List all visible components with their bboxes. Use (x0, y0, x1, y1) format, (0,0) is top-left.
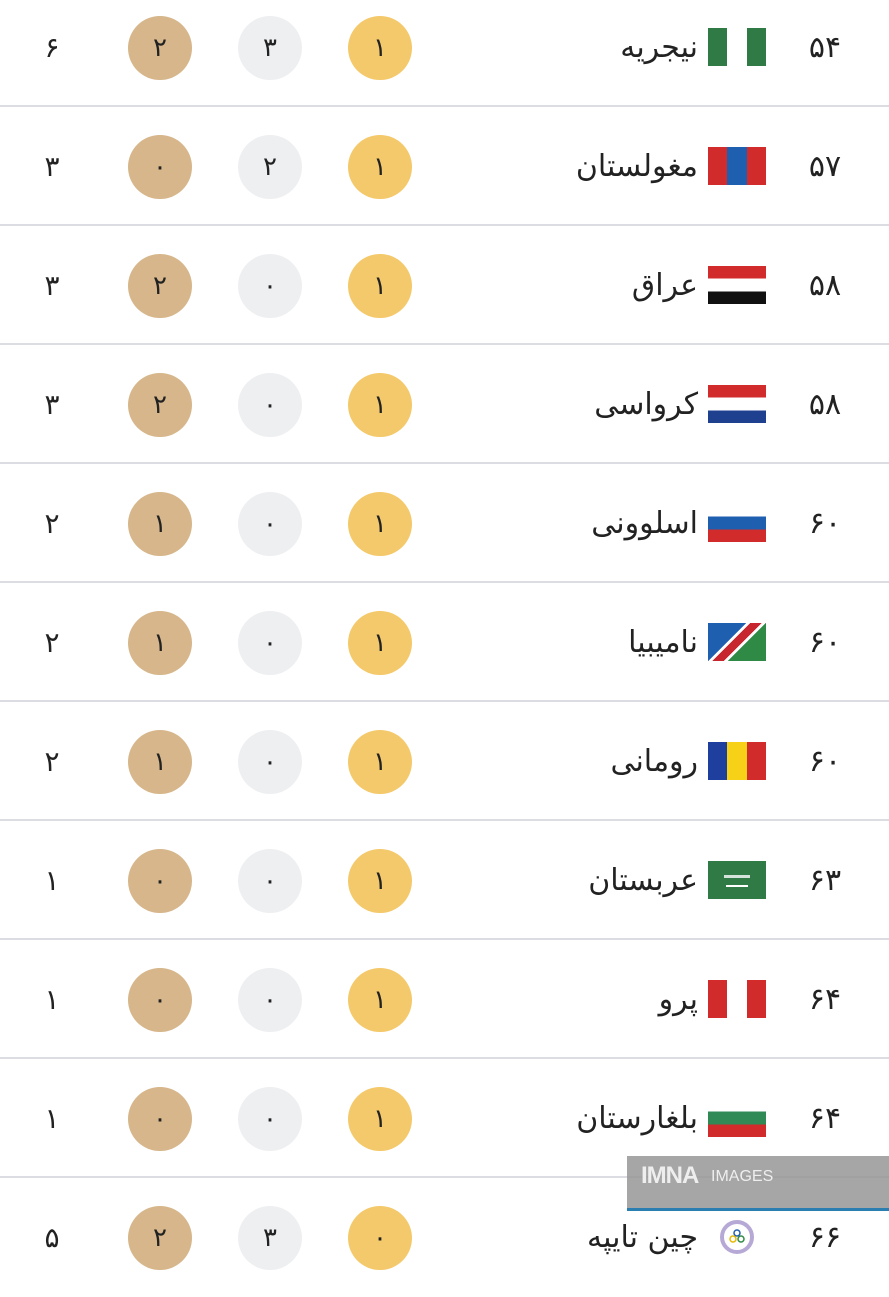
gold-count: ۱ (348, 968, 412, 1032)
rank: ۶۳ (808, 863, 842, 898)
silver-count: ۰ (238, 254, 302, 318)
silver-count: ۰ (238, 730, 302, 794)
bronze-count: ۱ (128, 492, 192, 556)
bronze-count: ۰ (128, 135, 192, 199)
bronze-count: ۲ (128, 373, 192, 437)
bronze-count: ۲ (128, 16, 192, 80)
country-name[interactable]: بلغارستان (576, 1101, 698, 1136)
saudi-arabia-flag-icon (708, 861, 766, 899)
chinese-taipei-flag-icon (708, 1218, 766, 1256)
rank: ۶۴ (808, 1101, 842, 1136)
silver-count: ۳ (238, 16, 302, 80)
gold-count: ۱ (348, 16, 412, 80)
table-row: ۵۷ مغولستان ۱ ۲ ۰ ۳ (0, 107, 889, 226)
rank: ۶۶ (808, 1220, 842, 1255)
total-count: ۶ (44, 31, 60, 64)
gold-count: ۱ (348, 611, 412, 675)
gold-count: ۱ (348, 373, 412, 437)
table-row: ۵۸ کرواسی ۱ ۰ ۲ ۳ (0, 345, 889, 464)
table-row: ۶۴ بلغارستان ۱ ۰ ۰ ۱ (0, 1059, 889, 1178)
table-row: ۶۰ نامیبیا ۱ ۰ ۱ ۲ (0, 583, 889, 702)
bronze-count: ۰ (128, 1087, 192, 1151)
table-row: ۵۸ عراق ۱ ۰ ۲ ۳ (0, 226, 889, 345)
table-row: ۶۳ عربستان ۱ ۰ ۰ ۱ (0, 821, 889, 940)
rank: ۵۴ (808, 30, 842, 65)
rank: ۵۸ (808, 387, 842, 422)
gold-count: ۱ (348, 1087, 412, 1151)
bulgaria-flag-icon (708, 1099, 766, 1137)
country-name[interactable]: کرواسی (594, 387, 698, 422)
rank: ۵۸ (808, 268, 842, 303)
gold-count: ۰ (348, 1206, 412, 1270)
rank: ۶۴ (808, 982, 842, 1017)
total-count: ۳ (44, 269, 60, 302)
total-count: ۱ (44, 1102, 60, 1135)
country-name[interactable]: رومانی (610, 744, 698, 779)
gold-count: ۱ (348, 730, 412, 794)
total-count: ۲ (44, 507, 60, 540)
mongolia-flag-icon (708, 147, 766, 185)
watermark-text: IMAGES (711, 1168, 774, 1185)
slovenia-flag-icon (708, 504, 766, 542)
bronze-count: ۲ (128, 1206, 192, 1270)
silver-count: ۰ (238, 611, 302, 675)
silver-count: ۰ (238, 1087, 302, 1151)
watermark: IMNA IMAGES (627, 1156, 889, 1211)
rank: ۶۰ (808, 506, 842, 541)
silver-count: ۲ (238, 135, 302, 199)
nigeria-flag-icon (708, 28, 766, 66)
namibia-flag-icon (708, 623, 766, 661)
table-row: ۶۰ رومانی ۱ ۰ ۱ ۲ (0, 702, 889, 821)
iraq-flag-icon (708, 266, 766, 304)
total-count: ۱ (44, 983, 60, 1016)
country-name[interactable]: اسلوونی (591, 506, 698, 541)
silver-count: ۰ (238, 492, 302, 556)
country-name[interactable]: چین تایپه (587, 1220, 698, 1255)
gold-count: ۱ (348, 135, 412, 199)
silver-count: ۰ (238, 849, 302, 913)
gold-count: ۱ (348, 849, 412, 913)
table-row: ۶۴ پرو ۱ ۰ ۰ ۱ (0, 940, 889, 1059)
country-name[interactable]: نامیبیا (628, 625, 698, 660)
country-name[interactable]: عراق (631, 268, 698, 303)
total-count: ۲ (44, 745, 60, 778)
romania-flag-icon (708, 742, 766, 780)
rank: ۶۰ (808, 744, 842, 779)
total-count: ۱ (44, 864, 60, 897)
country-name[interactable]: نیجریه (620, 30, 698, 65)
bronze-count: ۲ (128, 254, 192, 318)
silver-count: ۰ (238, 373, 302, 437)
croatia-flag-icon (708, 385, 766, 423)
table-row: ۶۰ اسلوونی ۱ ۰ ۱ ۲ (0, 464, 889, 583)
table-row: ۶۶ چین تایپه ۰ ۳ ۲ ۵ (0, 1178, 889, 1297)
bronze-count: ۰ (128, 849, 192, 913)
silver-count: ۰ (238, 968, 302, 1032)
rank: ۶۰ (808, 625, 842, 660)
watermark-logo: IMNA (641, 1162, 699, 1189)
country-name[interactable]: مغولستان (575, 149, 698, 184)
peru-flag-icon (708, 980, 766, 1018)
total-count: ۵ (44, 1221, 60, 1254)
rank: ۵۷ (808, 149, 842, 184)
gold-count: ۱ (348, 254, 412, 318)
total-count: ۳ (44, 388, 60, 421)
country-name[interactable]: عربستان (588, 863, 698, 898)
silver-count: ۳ (238, 1206, 302, 1270)
total-count: ۲ (44, 626, 60, 659)
country-name[interactable]: پرو (658, 982, 698, 1017)
bronze-count: ۰ (128, 968, 192, 1032)
gold-count: ۱ (348, 492, 412, 556)
bronze-count: ۱ (128, 730, 192, 794)
total-count: ۳ (44, 150, 60, 183)
table-row: ۵۴ نیجریه ۱ ۳ ۲ ۶ (0, 0, 889, 107)
bronze-count: ۱ (128, 611, 192, 675)
